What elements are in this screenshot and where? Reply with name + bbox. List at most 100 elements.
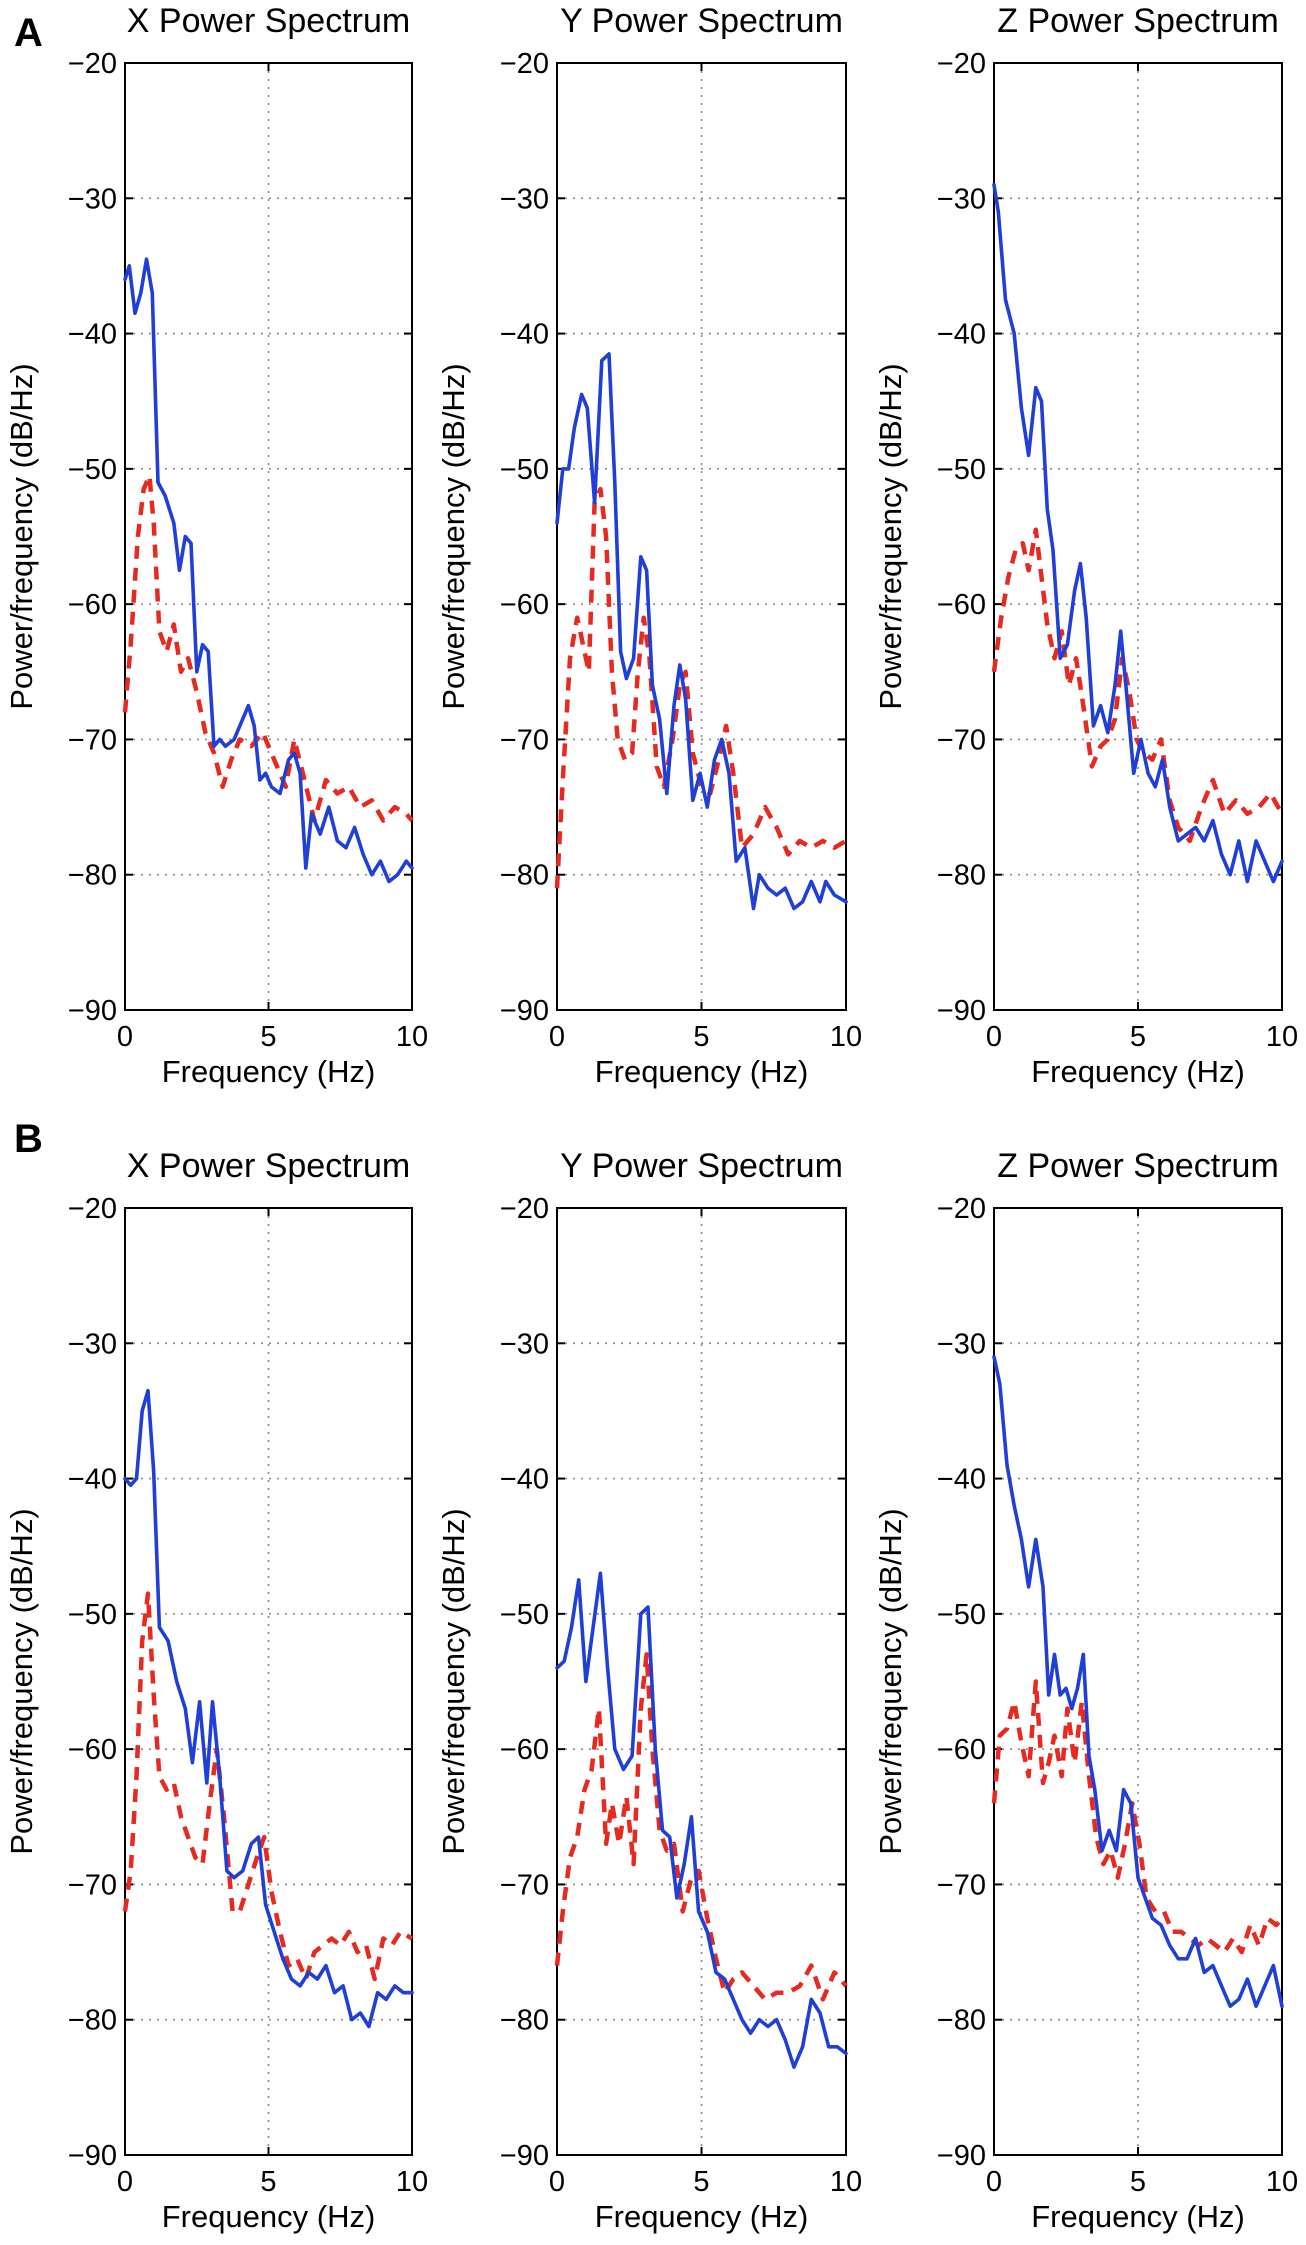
panel-b-y-ylabel: Power/frequency (dB/Hz)	[436, 1508, 471, 1854]
panel-a-y-series-solid	[555, 352, 848, 911]
panel-b-x-series-dashed	[122, 1591, 414, 1982]
panel-a-y-chart: Y Power Spectrum −90 −80 −70 −60 −50 −40 −30 −20…	[436, 2, 862, 1089]
panel-a-x-ytick-label-3: −60	[68, 589, 117, 621]
panel-b-y-title: Y Power Spectrum	[560, 1147, 843, 1185]
panel-a-z-title: Z Power Spectrum	[997, 2, 1279, 40]
panel-b-x-ytick-label-2: −70	[68, 1869, 117, 1901]
panel-b-x-ytick-label-0: −90	[68, 2140, 117, 2172]
panel-b-y-xtick-label-1: 5	[693, 2166, 709, 2198]
panel-a-y-ytick-label-1: −80	[500, 860, 549, 892]
panel-b-x-ytick-label-5: −40	[68, 1464, 117, 1496]
panel-b-z-chart: Z Power Spectrum −90 −80 −70 −60 −50 −40 −30 −20…	[873, 1147, 1298, 2234]
panel-a-z-xlabel: Frequency (Hz)	[1031, 1054, 1245, 1089]
panel-b-x-chart: X Power Spectrum −90 −80 −70 −60 −50 −40 −30 −20…	[4, 1147, 428, 2234]
panel-b-y-ytick-label-3: −60	[500, 1734, 549, 1766]
panel-b-y-series-solid	[555, 1571, 848, 2069]
panel-b-y-xtick-label-2: 10	[830, 2166, 862, 2198]
panel-a-x-ytick-label-1: −80	[68, 860, 117, 892]
panel-a-z-ytick-label-4: −50	[937, 454, 986, 486]
panel-a-x-ylabel: Power/frequency (dB/Hz)	[4, 363, 39, 709]
panel-a-y-ytick-label-3: −60	[500, 589, 549, 621]
panel-b-z-ytick-label-6: −30	[937, 1328, 986, 1360]
panel-a-y-ytick-label-7: −20	[500, 48, 549, 80]
panel-b-z-title: Z Power Spectrum	[997, 1147, 1279, 1185]
panel-a-z-ytick-label-2: −70	[937, 724, 986, 756]
panel-a-x-series-solid	[123, 257, 414, 884]
panel-b-y-ytick-label-7: −20	[500, 1193, 549, 1225]
panel-a-y-ytick-label-2: −70	[500, 724, 549, 756]
panel-a-y-xtick-label-0: 0	[549, 1021, 565, 1053]
panel-a-z-series-dashed	[991, 527, 1284, 844]
panel-a-x-xtick-label-2: 10	[396, 1021, 428, 1053]
panel-b-y-ytick-label-4: −50	[500, 1599, 549, 1631]
panel-a-z-ytick-label-0: −90	[937, 995, 986, 1027]
panel-a-y-xtick-label-1: 5	[693, 1021, 709, 1053]
panel-a-x-title: X Power Spectrum	[127, 2, 410, 40]
panel-a-z-ytick-label-3: −60	[937, 589, 986, 621]
panel-a-x-chart: X Power Spectrum −90 −80 −70 −60 −50 −40 −30 −20…	[4, 2, 428, 1089]
panel-b-x-ylabel: Power/frequency (dB/Hz)	[4, 1508, 39, 1854]
panel-b-x-xlabel: Frequency (Hz)	[162, 2199, 376, 2234]
panel-a-y-ylabel: Power/frequency (dB/Hz)	[436, 363, 471, 709]
panel-a-y-xtick-label-2: 10	[830, 1021, 862, 1053]
panel-b-z-ytick-label-2: −70	[937, 1869, 986, 1901]
panel-b-y-chart: Y Power Spectrum −90 −80 −70 −60 −50 −40 −30 −20…	[436, 1147, 862, 2234]
panel-b-x-xtick-label-0: 0	[117, 2166, 133, 2198]
panel-b-x-xtick-label-2: 10	[396, 2166, 428, 2198]
panel-b-z-xtick-label-1: 5	[1130, 2166, 1146, 2198]
panel-a-x-ytick-label-5: −40	[68, 319, 117, 351]
panel-a-z-xtick-label-1: 5	[1130, 1021, 1146, 1053]
panel-b-z-ytick-label-3: −60	[937, 1734, 986, 1766]
panel-a-z-series-solid	[992, 183, 1284, 884]
panel-b-z-series-dashed	[991, 1679, 1284, 1955]
panel-b-z-ytick-label-5: −40	[937, 1464, 986, 1496]
panel-a-y-ytick-label-4: −50	[500, 454, 549, 486]
panel-a-y-title: Y Power Spectrum	[560, 2, 843, 40]
panel-letter-b: B	[14, 1117, 43, 1161]
panel-b-z-ytick-label-0: −90	[937, 2140, 986, 2172]
panel-a-x-xtick-label-1: 5	[260, 1021, 276, 1053]
panel-a-x-ytick-label-6: −30	[68, 183, 117, 215]
panel-b-z-ylabel: Power/frequency (dB/Hz)	[873, 1508, 908, 1854]
panel-a-z-ytick-label-1: −80	[937, 860, 986, 892]
panel-b-z-ytick-label-4: −50	[937, 1599, 986, 1631]
panel-b-y-series-dashed	[554, 1652, 848, 2002]
panel-b-x-ytick-label-1: −80	[68, 2005, 117, 2037]
panel-b-z-xtick-label-0: 0	[986, 2166, 1002, 2198]
panel-b-y-xlabel: Frequency (Hz)	[595, 2199, 809, 2234]
panel-a-y-ytick-label-5: −40	[500, 319, 549, 351]
panel-b-y-ytick-label-1: −80	[500, 2005, 549, 2037]
panel-a-x-xtick-label-0: 0	[117, 1021, 133, 1053]
panel-b-x-ytick-label-3: −60	[68, 1734, 117, 1766]
panel-a-z-ytick-label-6: −30	[937, 183, 986, 215]
panel-a-y-xlabel: Frequency (Hz)	[595, 1054, 809, 1089]
panel-b-z-xlabel: Frequency (Hz)	[1031, 2199, 1245, 2234]
panel-b-x-xtick-label-1: 5	[260, 2166, 276, 2198]
panel-a-x-series-dashed	[122, 473, 414, 823]
chart-grid: X Power Spectrum −90 −80 −70 −60 −50 −40 −30 −20…	[4, 2, 1298, 2234]
panel-a-x-ytick-label-7: −20	[68, 48, 117, 80]
panel-b-z-xtick-label-2: 10	[1266, 2166, 1298, 2198]
panel-a-x-xlabel: Frequency (Hz)	[162, 1054, 376, 1089]
panel-a-z-xtick-label-0: 0	[986, 1021, 1002, 1053]
panel-b-x-ytick-label-6: −30	[68, 1328, 117, 1360]
panel-a-z-ytick-label-5: −40	[937, 319, 986, 351]
panel-a-y-ytick-label-0: −90	[500, 995, 549, 1027]
panel-letter-a: A	[14, 11, 43, 55]
panel-a-z-ylabel: Power/frequency (dB/Hz)	[873, 363, 908, 709]
panel-b-z-ytick-label-7: −20	[937, 1193, 986, 1225]
panel-b-x-ytick-label-4: −50	[68, 1599, 117, 1631]
panel-a-x-ytick-label-2: −70	[68, 724, 117, 756]
panel-b-y-ytick-label-2: −70	[500, 1869, 549, 1901]
panel-a-x-ytick-label-4: −50	[68, 454, 117, 486]
panel-b-x-ytick-label-7: −20	[68, 1193, 117, 1225]
panel-b-y-ytick-label-0: −90	[500, 2140, 549, 2172]
panel-a-x-ytick-label-0: −90	[68, 995, 117, 1027]
panel-a-y-ytick-label-6: −30	[500, 183, 549, 215]
panel-a-z-ytick-label-7: −20	[937, 48, 986, 80]
panel-b-x-series-solid	[123, 1388, 414, 2029]
panel-b-y-xtick-label-0: 0	[549, 2166, 565, 2198]
panel-b-z-ytick-label-1: −80	[937, 2005, 986, 2037]
panel-b-y-ytick-label-5: −40	[500, 1464, 549, 1496]
